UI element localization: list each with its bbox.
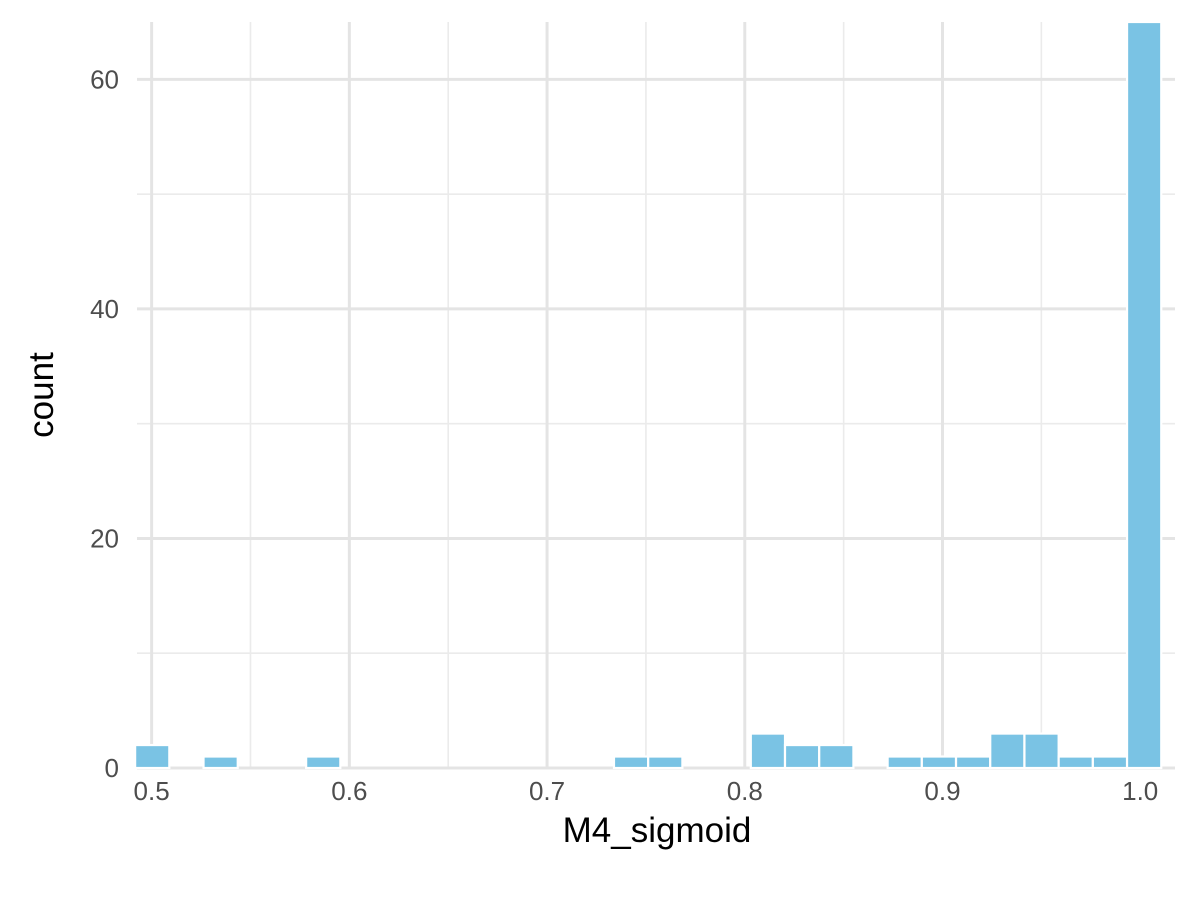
histogram-bar (612, 755, 650, 770)
histogram-bar (202, 755, 239, 770)
y-tick-label: 60 (90, 64, 119, 94)
x-axis-tick-labels: 0.5 0.6 0.7 0.8 0.9 1.0 (134, 776, 1159, 806)
histogram-bar (920, 755, 958, 770)
major-gridlines (137, 22, 1175, 770)
histogram-bar (749, 732, 787, 770)
y-axis-title: count (22, 352, 61, 438)
y-axis-tick-labels: 0 20 40 60 (90, 64, 119, 783)
x-tick-label: 0.9 (924, 776, 960, 806)
histogram-bar (783, 743, 821, 770)
histogram-bar (818, 743, 855, 770)
histogram-bar (1125, 20, 1163, 770)
histogram-bar (647, 755, 684, 770)
histogram-bar (1023, 732, 1060, 770)
histogram-bar (1057, 755, 1094, 770)
histogram-bar (989, 732, 1026, 770)
y-tick-label: 40 (90, 294, 119, 324)
histogram-bar (886, 755, 923, 770)
histogram-bar (1091, 755, 1129, 770)
x-tick-label: 0.8 (727, 776, 763, 806)
histogram-bar (134, 743, 171, 770)
x-tick-label: 0.5 (134, 776, 170, 806)
minor-gridlines (137, 22, 1175, 768)
x-tick-label: 0.7 (529, 776, 565, 806)
y-tick-label: 0 (105, 753, 119, 783)
y-tick-label: 20 (90, 523, 119, 553)
x-axis-title: M4_sigmoid (563, 811, 752, 850)
histogram-bar (305, 755, 342, 770)
x-tick-label: 1.0 (1122, 776, 1158, 806)
x-tick-label: 0.6 (331, 776, 367, 806)
histogram-bars (134, 20, 1163, 770)
histogram-bar (954, 755, 992, 770)
